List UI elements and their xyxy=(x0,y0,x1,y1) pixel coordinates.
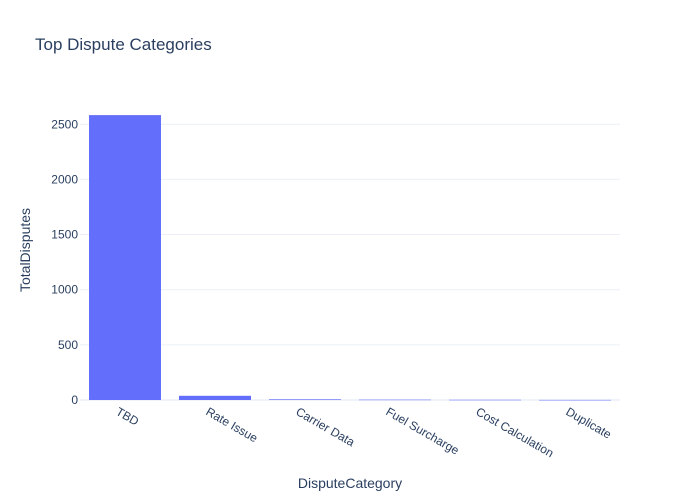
y-tick-label: 1500 xyxy=(51,228,78,242)
chart-title: Top Dispute Categories xyxy=(35,35,212,54)
bar[interactable] xyxy=(449,399,521,401)
bar[interactable] xyxy=(539,399,611,401)
y-tick-label: 500 xyxy=(58,338,78,352)
x-tick-label: Duplicate xyxy=(564,404,615,441)
x-tick-label: Fuel Surcharge xyxy=(384,404,462,457)
x-axis-title: DisputeCategory xyxy=(298,475,402,491)
x-axis-ticks: TBD Rate Issue Carrier Data Fuel Surcharge C… xyxy=(114,404,615,460)
bar-series xyxy=(89,115,611,401)
y-axis-title: TotalDisputes xyxy=(17,208,33,292)
gridlines xyxy=(80,123,620,401)
bar[interactable] xyxy=(89,115,161,400)
x-tick-label: Cost Calculation xyxy=(474,404,557,460)
bar[interactable] xyxy=(359,399,431,401)
x-tick-label: TBD xyxy=(114,404,142,428)
y-axis-ticks: 0 500 1000 1500 2000 2500 xyxy=(51,117,78,407)
y-tick-label: 2000 xyxy=(51,172,78,186)
x-tick-label: Rate Issue xyxy=(204,404,261,445)
y-tick-label: 2500 xyxy=(51,117,78,131)
y-tick-label: 1000 xyxy=(51,283,78,297)
x-tick-label: Carrier Data xyxy=(294,404,358,449)
bar[interactable] xyxy=(269,399,341,400)
bar[interactable] xyxy=(179,395,251,400)
y-tick-label: 0 xyxy=(71,393,78,407)
